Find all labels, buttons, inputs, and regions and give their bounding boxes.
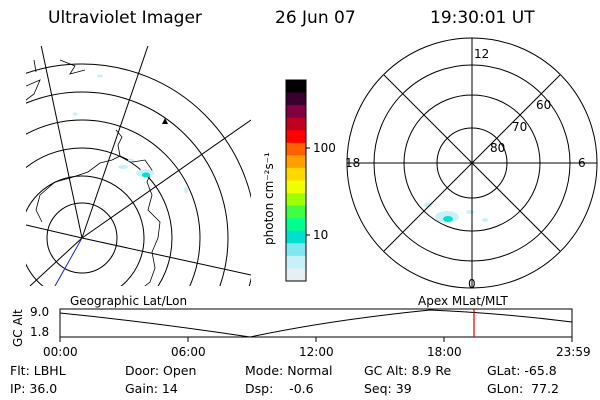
right-map-caption: Apex MLat/MLT	[418, 294, 508, 308]
altitude-ylabel: GC Alt	[11, 309, 25, 347]
info-door: Door: Open	[125, 363, 197, 378]
altitude-xtick: 06:00	[171, 345, 206, 359]
colorbar-stripe	[286, 243, 306, 257]
info-mode: Mode: Normal	[245, 363, 333, 378]
altitude-ytick-low: 1.8	[30, 325, 50, 339]
colorbar-stripe	[286, 230, 306, 244]
altitude-xtick: 18:00	[427, 345, 462, 359]
altitude-xtick: 12:00	[299, 345, 334, 359]
mlat-label-80: 80	[490, 141, 506, 155]
info-ip: IP: 36.0	[10, 381, 58, 396]
mlt-label-12: 12	[474, 47, 490, 61]
instrument-title: Ultraviolet Imager	[48, 8, 202, 28]
colorbar-stripe	[286, 92, 306, 106]
mlat-label-60: 60	[536, 98, 552, 112]
time-label: 19:30:01 UT	[430, 8, 535, 28]
info-gc-alt: GC Alt: 8.9 Re	[364, 363, 452, 378]
colorbar-stripe	[286, 205, 306, 219]
altitude-xtick: 23:59	[556, 345, 591, 359]
mlt-label-6: 6	[578, 156, 586, 170]
left-emission	[72, 74, 188, 193]
info-glon: GLon: 77.2	[487, 381, 559, 396]
mlat-label-70: 70	[512, 120, 528, 134]
colorbar-unit-label: photon cm⁻²s⁻¹	[262, 152, 276, 245]
info-gain: Gain: 14	[125, 381, 178, 396]
right-map	[346, 37, 598, 289]
left-map	[26, 46, 251, 286]
colorbar-stripe	[286, 268, 306, 282]
colorbar-stripe	[286, 218, 306, 232]
colorbar-stripe	[286, 180, 306, 194]
colorbar	[285, 79, 310, 282]
info-glat: GLat: -65.8	[487, 363, 557, 378]
info-seq: Seq: 39	[364, 381, 412, 396]
colorbar-stripe	[286, 117, 306, 131]
colorbar-stripe	[286, 255, 306, 269]
colorbar-tick-100: 100	[313, 141, 336, 155]
mlt-label-18: 18	[345, 156, 361, 170]
info-filter: Flt: LBHL	[10, 363, 66, 378]
colorbar-stripe	[286, 130, 306, 144]
left-map-caption: Geographic Lat/Lon	[70, 294, 188, 308]
info-dsp: Dsp: -0.6	[245, 381, 314, 396]
colorbar-stripe	[286, 155, 306, 169]
altitude-xtick: 00:00	[43, 345, 78, 359]
colorbar-stripe	[286, 167, 306, 181]
colorbar-tick-10: 10	[313, 228, 329, 242]
colorbar-stripe	[286, 142, 306, 156]
altitude-ytick-high: 9.0	[30, 305, 50, 319]
mlt-label-0: 0	[468, 277, 476, 291]
altitude-plot	[59, 308, 573, 342]
colorbar-stripe	[286, 80, 306, 94]
colorbar-stripe	[286, 193, 306, 207]
date-label: 26 Jun 07	[275, 8, 356, 28]
colorbar-stripe	[286, 105, 306, 119]
